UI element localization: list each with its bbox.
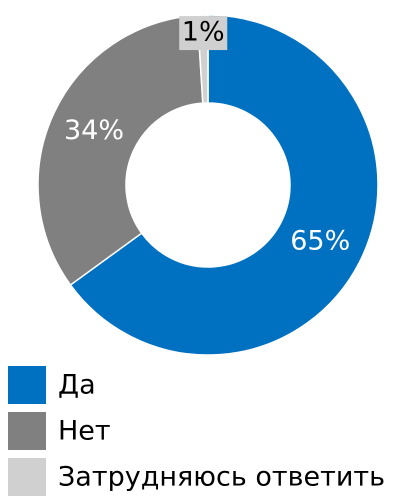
legend-swatch: [8, 458, 46, 496]
legend-swatch: [8, 412, 46, 450]
legend-label: Нет: [58, 416, 111, 447]
data-label: 65%: [290, 226, 350, 257]
data-label: 34%: [64, 115, 124, 146]
donut-slice: [37, 14, 204, 286]
data-label: 1%: [182, 17, 225, 48]
legend-label: Затрудняюсь ответить: [58, 462, 385, 493]
legend-label: Да: [58, 370, 96, 401]
legend-swatch: [8, 366, 46, 404]
donut-slice: [69, 14, 379, 356]
label-background: [179, 16, 228, 51]
